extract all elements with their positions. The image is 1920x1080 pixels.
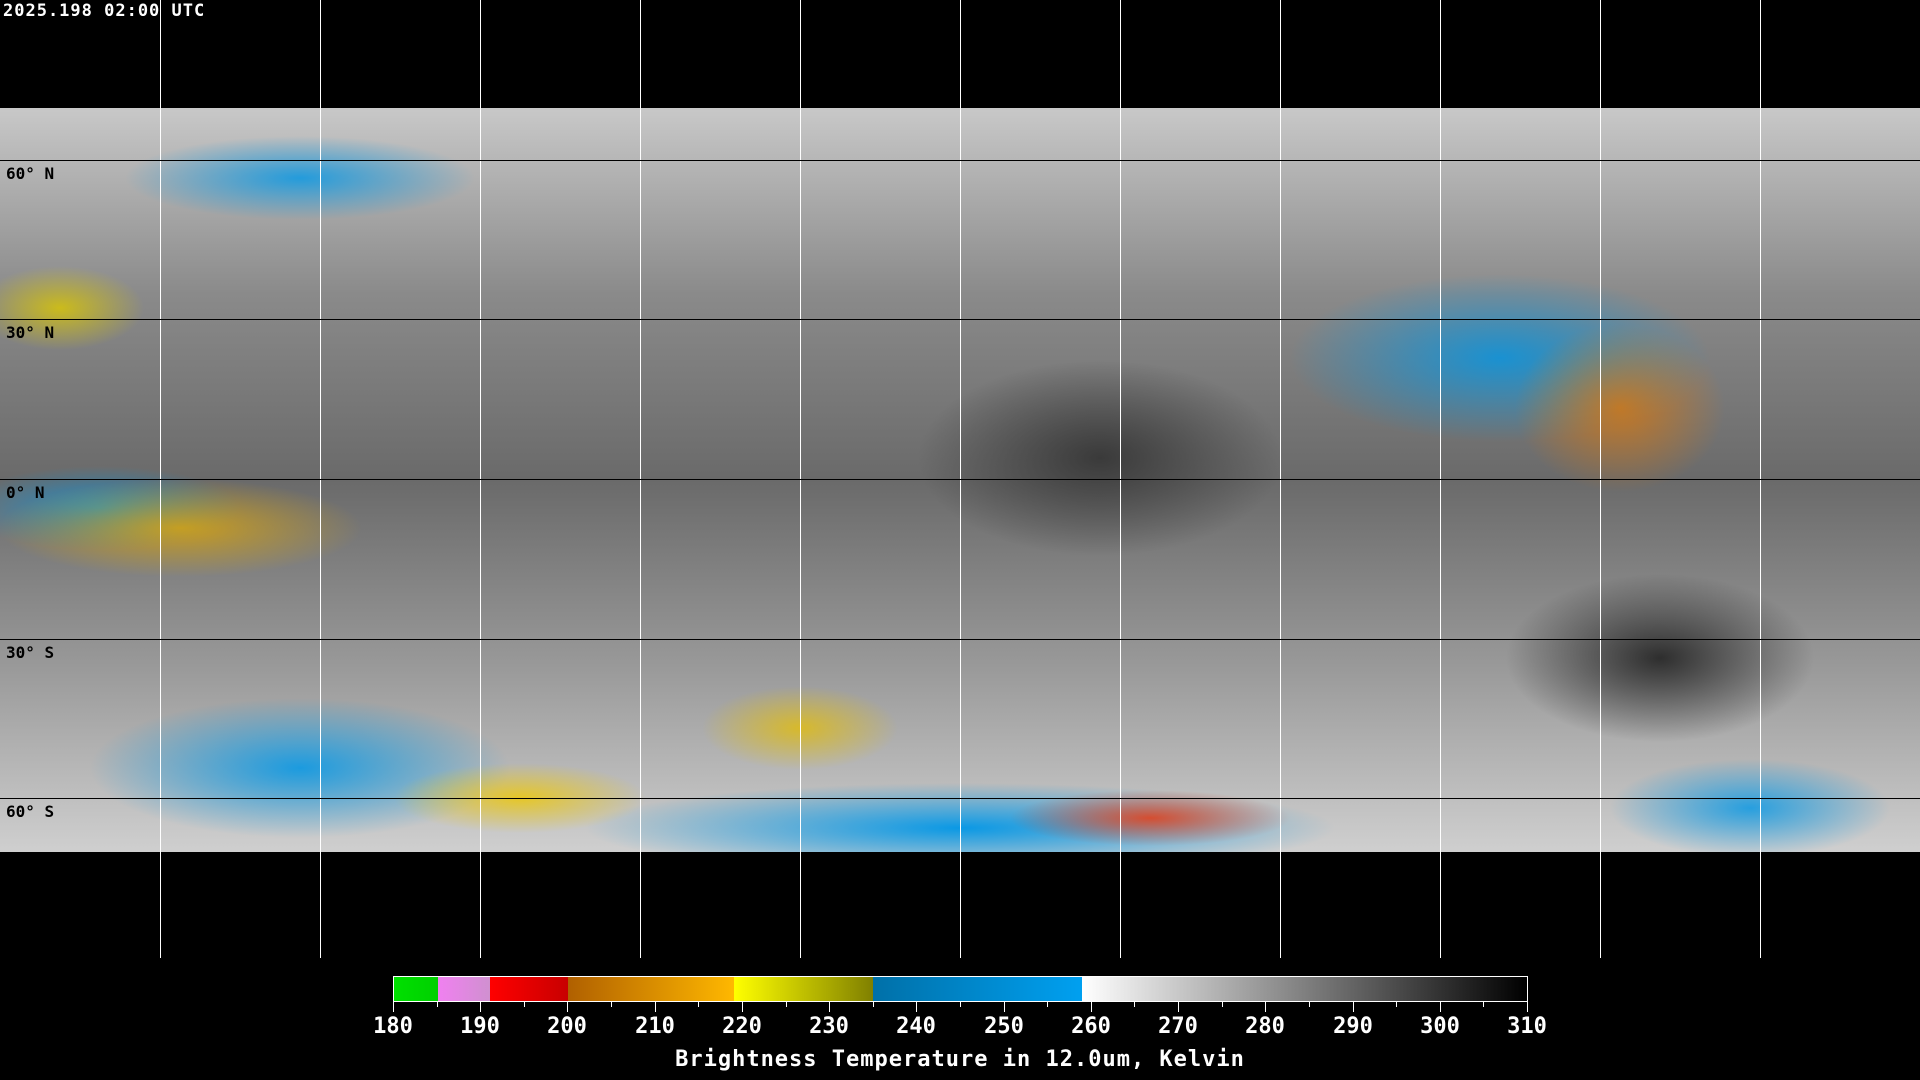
colorbar-tick-label: 310 xyxy=(1507,1014,1547,1039)
colorbar-tick xyxy=(1134,1002,1135,1007)
colorbar-tick-label: 210 xyxy=(635,1014,675,1039)
colorbar-tick-label: 180 xyxy=(373,1014,413,1039)
latitude-line xyxy=(0,160,1920,161)
colorbar-tick-label: 230 xyxy=(809,1014,849,1039)
colorbar-tick xyxy=(437,1002,438,1007)
colorbar-segment xyxy=(489,977,569,1001)
colorbar-tick-label: 250 xyxy=(984,1014,1024,1039)
colorbar-tick xyxy=(567,1002,568,1012)
colorbar-tick xyxy=(698,1002,699,1007)
colorbar-segment xyxy=(437,977,490,1001)
colorbar-tick xyxy=(1396,1002,1397,1007)
colorbar-tick xyxy=(1527,1002,1528,1012)
colorbar xyxy=(393,976,1528,1002)
colorbar-tick xyxy=(873,1002,874,1007)
latitude-line xyxy=(0,798,1920,799)
latitude-line xyxy=(0,639,1920,640)
colorbar-tick xyxy=(393,1002,394,1012)
colorbar-tick-label: 200 xyxy=(547,1014,587,1039)
latitude-label: 60° N xyxy=(6,164,55,183)
latitude-label: 60° S xyxy=(6,802,55,821)
colorbar-tick xyxy=(742,1002,743,1012)
colorbar-segment xyxy=(394,977,438,1001)
colorbar-tick-label: 220 xyxy=(722,1014,762,1039)
colorbar-tick xyxy=(1178,1002,1179,1012)
latitude-label: 30° S xyxy=(6,643,55,662)
colorbar-tick xyxy=(786,1002,787,1007)
colorbar-tick xyxy=(1222,1002,1223,1007)
colorbar-tick xyxy=(1265,1002,1266,1012)
colorbar-tick xyxy=(611,1002,612,1007)
colorbar-tick-label: 290 xyxy=(1333,1014,1373,1039)
colorbar-tick xyxy=(1309,1002,1310,1007)
colorbar-segment xyxy=(733,977,874,1001)
colorbar-tick xyxy=(524,1002,525,1007)
colorbar-tick xyxy=(480,1002,481,1012)
timestamp: 2025.198 02:00 UTC xyxy=(3,1,206,21)
latitude-label: 30° N xyxy=(6,323,55,342)
colorbar-tick-label: 270 xyxy=(1158,1014,1198,1039)
colorbar-tick-label: 190 xyxy=(460,1014,500,1039)
colorbar-tick-label: 240 xyxy=(896,1014,936,1039)
colorbar-segment xyxy=(568,977,734,1001)
colorbar-title: Brightness Temperature in 12.0um, Kelvin xyxy=(675,1047,1245,1072)
colorbar-tick xyxy=(1440,1002,1441,1012)
colorbar-tick xyxy=(960,1002,961,1007)
colorbar-tick xyxy=(1091,1002,1092,1012)
colorbar-tick xyxy=(1483,1002,1484,1007)
colorbar-tick xyxy=(1047,1002,1048,1007)
latitude-label: 0° N xyxy=(6,483,45,502)
colorbar-tick xyxy=(655,1002,656,1012)
colorbar-tick-label: 260 xyxy=(1071,1014,1111,1039)
colorbar-tick-label: 300 xyxy=(1420,1014,1460,1039)
colorbar-tick xyxy=(1353,1002,1354,1012)
satellite-map: 60° N 30° N 0° N 30° S 60° S 2025.198 02:00 … xyxy=(0,0,1920,958)
colorbar-tick-label: 280 xyxy=(1245,1014,1285,1039)
colorbar-tick xyxy=(829,1002,830,1012)
latitude-line xyxy=(0,479,1920,480)
colorbar-tick xyxy=(1004,1002,1005,1012)
colorbar-segment xyxy=(873,977,1083,1001)
latitude-line xyxy=(0,319,1920,320)
colorbar-tick xyxy=(916,1002,917,1012)
colorbar-segment xyxy=(1082,977,1527,1001)
